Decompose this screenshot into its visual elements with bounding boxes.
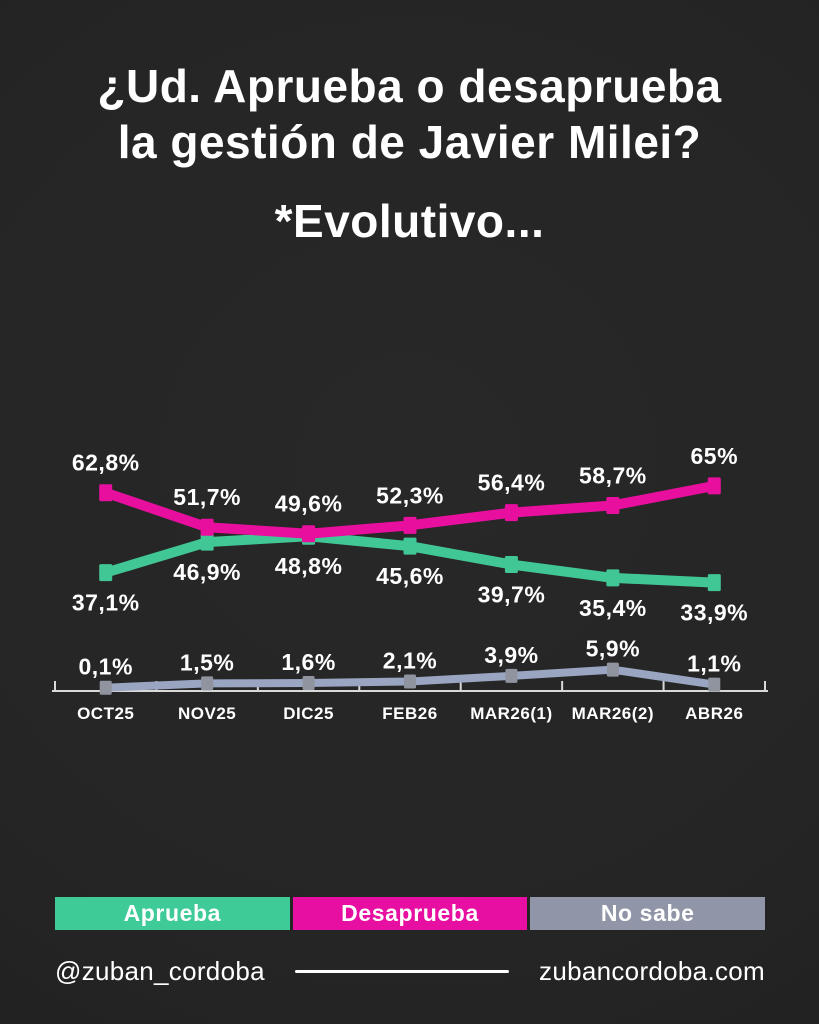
data-point-marker bbox=[504, 556, 518, 574]
category-label: FEB26 bbox=[382, 704, 437, 723]
value-labels-desaprueba: 62,8% 51,7% 49,6% 52,3% 56,4% 58,7% 65% bbox=[72, 443, 738, 517]
category-label: NOV25 bbox=[178, 704, 236, 723]
data-point-marker bbox=[606, 569, 620, 587]
title-block: ¿Ud. Aprueba o desaprueba la gestión de J… bbox=[0, 58, 819, 248]
data-point-marker bbox=[403, 537, 417, 555]
value-label: 58,7% bbox=[579, 462, 647, 488]
chart-legend: Aprueba Desaprueba No sabe bbox=[55, 897, 766, 930]
legend-item-desaprueba: Desaprueba bbox=[292, 897, 528, 930]
value-labels-aprueba: 37,1% 46,9% 48,8% 45,6% 39,7% 35,4% 33,9% bbox=[72, 553, 748, 625]
value-label: 0,1% bbox=[78, 654, 132, 680]
value-label: 48,8% bbox=[275, 553, 343, 579]
value-label: 2,1% bbox=[383, 647, 437, 673]
data-point-marker bbox=[403, 516, 417, 534]
legend-item-no-sabe: No sabe bbox=[530, 897, 766, 930]
value-label: 1,5% bbox=[180, 649, 234, 675]
data-point-marker bbox=[606, 496, 620, 514]
value-label: 35,4% bbox=[579, 595, 647, 621]
website-url: zubancordoba.com bbox=[539, 955, 765, 986]
data-point-marker bbox=[606, 662, 619, 677]
value-label: 1,6% bbox=[281, 649, 335, 675]
category-label: OCT25 bbox=[77, 704, 134, 723]
value-labels-no-sabe: 0,1% 1,5% 1,6% 2,1% 3,9% 5,9% 1,1% bbox=[78, 636, 741, 680]
value-label: 56,4% bbox=[478, 470, 546, 496]
series-desaprueba bbox=[99, 477, 721, 543]
value-label: 46,9% bbox=[173, 559, 241, 585]
value-label: 49,6% bbox=[275, 491, 343, 517]
social-handle: @zuban_cordoba bbox=[55, 955, 265, 986]
data-point-marker bbox=[505, 668, 518, 683]
data-point-marker bbox=[404, 674, 416, 689]
title-line-1: ¿Ud. Aprueba o desaprueba bbox=[97, 60, 722, 112]
value-label: 3,9% bbox=[484, 642, 538, 668]
footer: @zuban_cordoba zubancordoba.com bbox=[55, 950, 765, 992]
data-point-marker bbox=[200, 533, 214, 551]
subtitle: *Evolutivo... bbox=[274, 195, 545, 248]
data-point-marker bbox=[707, 574, 721, 592]
value-label: 39,7% bbox=[478, 582, 546, 608]
value-label: 51,7% bbox=[173, 484, 241, 510]
data-point-marker bbox=[707, 477, 721, 495]
series-no-sabe bbox=[99, 662, 721, 695]
title-line-2: la gestión de Javier Milei? bbox=[117, 116, 702, 169]
value-label: 1,1% bbox=[687, 651, 741, 677]
value-label: 37,1% bbox=[72, 590, 140, 616]
data-point-marker bbox=[99, 564, 113, 582]
data-point-marker bbox=[99, 484, 113, 502]
footer-divider-line bbox=[294, 969, 510, 973]
data-point-marker bbox=[708, 677, 721, 692]
data-point-marker bbox=[504, 504, 518, 522]
data-point-marker bbox=[302, 676, 315, 691]
data-point-marker bbox=[302, 525, 316, 543]
data-point-marker bbox=[200, 518, 214, 536]
value-label: 62,8% bbox=[72, 450, 140, 476]
data-point-marker bbox=[99, 680, 112, 695]
value-label: 5,9% bbox=[586, 636, 640, 662]
page-title: ¿Ud. Aprueba o desaprueba la gestión de J… bbox=[0, 58, 819, 170]
category-label: MAR26(1) bbox=[470, 704, 552, 723]
value-label: 33,9% bbox=[680, 600, 748, 626]
category-label: MAR26(2) bbox=[572, 704, 654, 723]
data-point-marker bbox=[201, 676, 214, 691]
value-label: 52,3% bbox=[376, 482, 444, 508]
value-label: 65% bbox=[691, 443, 739, 469]
category-label: DIC25 bbox=[283, 704, 334, 723]
value-label: 45,6% bbox=[376, 563, 444, 589]
category-label: ABR26 bbox=[685, 704, 743, 723]
legend-item-aprueba: Aprueba bbox=[55, 897, 290, 930]
category-labels: OCT25 NOV25 DIC25 FEB26 MAR26(1) MAR26(2) ABR2… bbox=[77, 704, 743, 723]
